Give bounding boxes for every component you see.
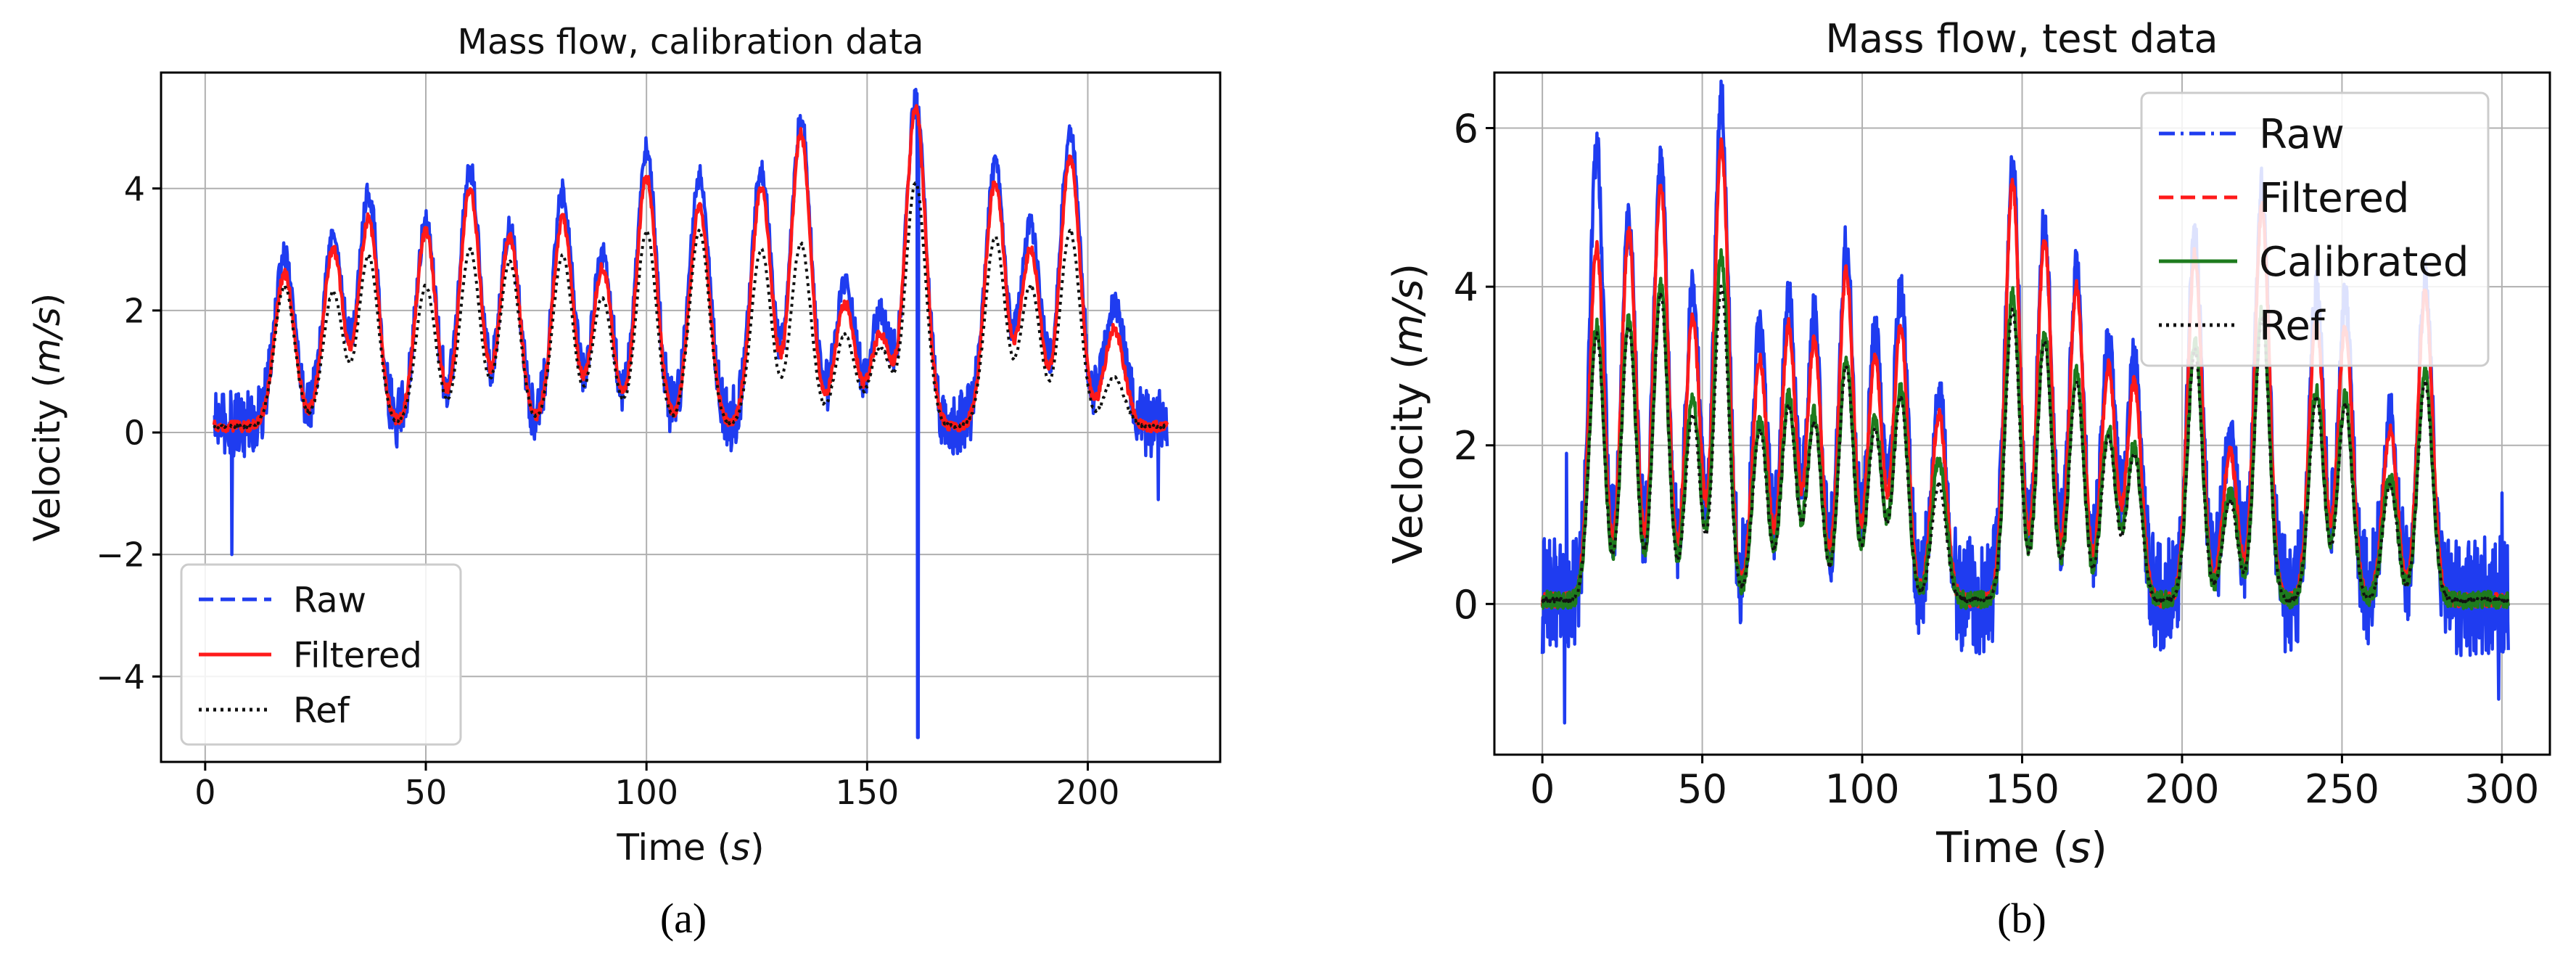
chart-a-title: Mass flow, calibration data [458, 22, 924, 62]
chart-a-caption: (a) [660, 895, 707, 942]
chart-b-legend-label: Raw [2259, 111, 2345, 158]
chart-b-xtick-label: 200 [2144, 766, 2219, 812]
chart-a-ytick-label: 0 [124, 414, 145, 453]
chart-b-legend-label: Calibrated [2259, 239, 2469, 286]
chart-a-ticks: 0 50 100 150 200 −4 −2 0 2 4 [96, 169, 1119, 812]
chart-b-xlabel: Time (s) [1935, 823, 2107, 872]
chart-a-ytick-label: −4 [96, 657, 145, 697]
chart-a-legend-box [180, 563, 462, 746]
chart-a-xtick-label: 150 [835, 773, 899, 812]
chart-a-xtick-label: 100 [614, 773, 678, 812]
chart-a-frame [160, 71, 1222, 763]
chart-b-ytick-label: 6 [1454, 106, 1478, 152]
chart-a-legend-label: Raw [293, 580, 366, 620]
chart-a-ytick-label: 2 [124, 291, 145, 330]
chart-a-ytick-label: −2 [96, 536, 145, 575]
chart-a-xtick-label: 50 [405, 773, 448, 812]
chart-a-xtick-label: 0 [194, 773, 215, 812]
chart-a-ytick-label: 4 [124, 169, 145, 208]
chart-b: Mass flow, test data 0 50 100 150 200 250 3000… [1385, 16, 2551, 942]
chart-b-xtick-label: 300 [2464, 766, 2539, 812]
chart-b-ticks: 0 50 100 150 200 250 300 0 2 4 6 [1454, 106, 2540, 812]
chart-b-xtick-label: 250 [2305, 766, 2379, 812]
chart-a-xtick-label: 200 [1056, 773, 1120, 812]
chart-b-xtick-label: 150 [1985, 766, 2059, 812]
chart-a-legend-label: Filtered [293, 635, 422, 676]
chart-a-xlabel: Time (s) [616, 827, 764, 869]
chart-b-xtick-label: 0 [1530, 766, 1555, 812]
chart-b-legend-box [2140, 91, 2490, 367]
chart-b-legend: Raw Filtered Calibrated Ref [2140, 91, 2490, 367]
chart-b-legend-label: Filtered [2259, 175, 2409, 222]
chart-b-ytick-label: 0 [1454, 582, 1478, 628]
chart-b-series-ref [1541, 284, 2510, 604]
chart-a: Mass flow, calibration data 0 50 100 150 200… [26, 22, 1222, 942]
chart-b-xtick-label: 100 [1825, 766, 1900, 812]
chart-a-legend-label: Ref [293, 690, 350, 731]
chart-a-ylabel: Velocity (m/s) [26, 293, 68, 542]
chart-b-xtick-label: 50 [1677, 766, 1727, 812]
chart-b-legend-label: Ref [2259, 303, 2326, 350]
chart-b-caption: (b) [1997, 895, 2046, 942]
chart-a-legend: Raw Filtered Ref [180, 563, 462, 746]
chart-b-ylabel: Veclocity (m/s) [1385, 263, 1432, 565]
chart-b-title: Mass flow, test data [1825, 16, 2218, 62]
chart-b-ytick-label: 2 [1454, 423, 1478, 469]
chart-a-series [212, 88, 1169, 739]
chart-b-ytick-label: 4 [1454, 265, 1478, 311]
